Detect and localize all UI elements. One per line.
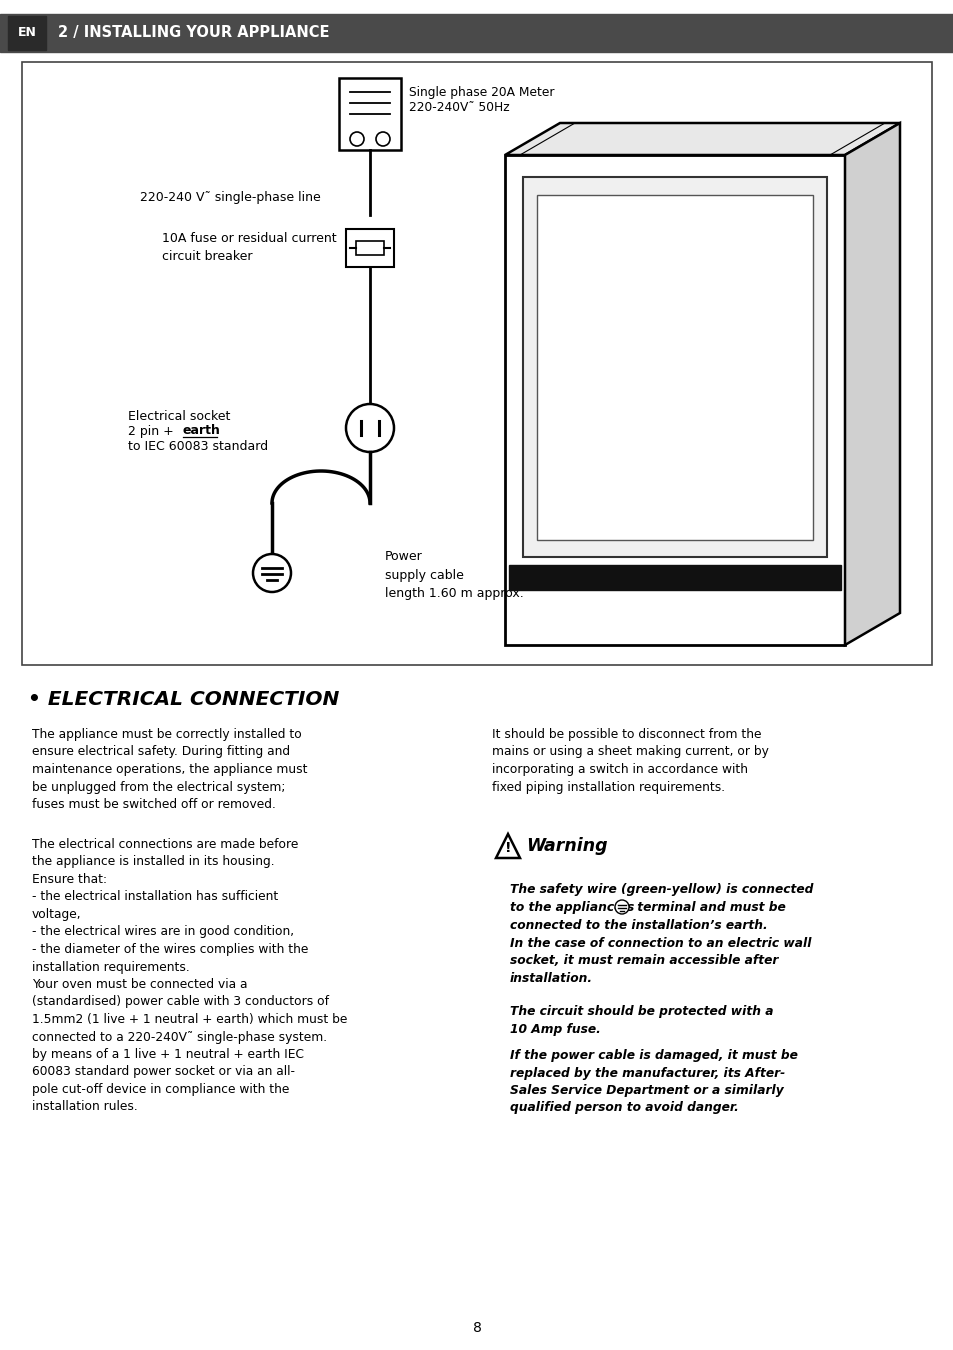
Polygon shape: [496, 834, 519, 859]
Text: It should be possible to disconnect from the
mains or using a sheet making curre: It should be possible to disconnect from…: [492, 728, 768, 794]
Polygon shape: [504, 123, 899, 155]
Text: The appliance must be correctly installed to
ensure electrical safety. During fi: The appliance must be correctly installe…: [32, 728, 307, 811]
Bar: [537, 194, 812, 540]
Text: EN: EN: [17, 27, 36, 39]
Circle shape: [350, 132, 364, 146]
Bar: [522, 177, 826, 558]
Text: !: !: [504, 841, 511, 855]
Bar: [338, 78, 400, 150]
Circle shape: [346, 404, 394, 452]
Circle shape: [253, 554, 291, 593]
Bar: [346, 230, 394, 267]
Bar: [0, 14, 953, 53]
Text: The electrical connections are made before
the appliance is installed in its hou: The electrical connections are made befo…: [32, 838, 347, 1114]
Circle shape: [615, 900, 628, 914]
Text: 8: 8: [472, 1322, 481, 1335]
Text: In the case of connection to an electric wall
socket, it must remain accessible : In the case of connection to an electric…: [510, 937, 811, 986]
Bar: [8, 16, 46, 50]
Text: Single phase 20A Meter
220-240V˜ 50Hz: Single phase 20A Meter 220-240V˜ 50Hz: [409, 86, 554, 113]
Text: Electrical socket: Electrical socket: [128, 409, 230, 423]
Circle shape: [375, 132, 390, 146]
Text: • ELECTRICAL CONNECTION: • ELECTRICAL CONNECTION: [28, 690, 339, 709]
Text: terminal and must be: terminal and must be: [633, 900, 785, 914]
Bar: [22, 62, 931, 666]
Polygon shape: [844, 123, 899, 645]
Text: If the power cable is damaged, it must be
replaced by the manufacturer, its Afte: If the power cable is damaged, it must b…: [510, 1049, 797, 1115]
Text: earth: earth: [183, 424, 221, 437]
Text: connected to the installation’s earth.: connected to the installation’s earth.: [510, 919, 767, 931]
Text: 2 pin +: 2 pin +: [128, 424, 173, 437]
Text: circuit breaker: circuit breaker: [162, 251, 253, 263]
Text: Power
supply cable
length 1.60 m approx.: Power supply cable length 1.60 m approx.: [385, 551, 523, 599]
Text: 220-240 V˜ single-phase line: 220-240 V˜ single-phase line: [140, 192, 320, 204]
Text: to IEC 60083 standard: to IEC 60083 standard: [128, 440, 268, 452]
Bar: [355, 242, 384, 255]
Bar: [504, 155, 844, 645]
Text: The circuit should be protected with a
10 Amp fuse.: The circuit should be protected with a 1…: [510, 1004, 773, 1035]
Text: 10A fuse or residual current: 10A fuse or residual current: [162, 232, 336, 246]
Text: to the appliance’s: to the appliance’s: [510, 900, 638, 914]
Text: 2 / INSTALLING YOUR APPLIANCE: 2 / INSTALLING YOUR APPLIANCE: [58, 26, 329, 40]
Text: The safety wire (green-yellow) is connected: The safety wire (green-yellow) is connec…: [510, 883, 813, 896]
Text: Warning: Warning: [525, 837, 607, 855]
Bar: [509, 566, 841, 590]
